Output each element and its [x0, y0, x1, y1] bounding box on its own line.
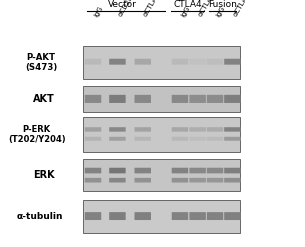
FancyBboxPatch shape: [109, 168, 126, 173]
FancyBboxPatch shape: [224, 178, 241, 183]
FancyBboxPatch shape: [85, 178, 101, 183]
FancyBboxPatch shape: [172, 59, 188, 65]
FancyBboxPatch shape: [135, 137, 151, 141]
FancyBboxPatch shape: [224, 95, 241, 103]
Text: IgG: IgG: [215, 5, 226, 18]
FancyBboxPatch shape: [109, 95, 126, 103]
FancyBboxPatch shape: [109, 127, 126, 132]
FancyBboxPatch shape: [207, 127, 223, 132]
FancyBboxPatch shape: [224, 59, 241, 65]
FancyBboxPatch shape: [85, 95, 101, 103]
FancyBboxPatch shape: [135, 95, 151, 103]
FancyBboxPatch shape: [109, 212, 126, 220]
FancyBboxPatch shape: [207, 59, 223, 65]
Text: P-ERK
(T202/Y204): P-ERK (T202/Y204): [8, 125, 65, 144]
FancyBboxPatch shape: [207, 137, 223, 141]
FancyBboxPatch shape: [109, 59, 126, 65]
Text: αCTLA4: αCTLA4: [198, 0, 216, 18]
Text: P-AKT
(S473): P-AKT (S473): [25, 53, 57, 72]
Text: IgG: IgG: [180, 5, 191, 18]
FancyBboxPatch shape: [135, 127, 151, 132]
FancyBboxPatch shape: [189, 178, 206, 183]
Bar: [83, 46, 240, 79]
Text: αCD28: αCD28: [117, 0, 135, 18]
FancyBboxPatch shape: [224, 168, 241, 173]
Text: AKT: AKT: [33, 94, 55, 104]
FancyBboxPatch shape: [189, 95, 206, 103]
Text: IgG: IgG: [93, 5, 104, 18]
FancyBboxPatch shape: [85, 137, 101, 141]
FancyBboxPatch shape: [85, 127, 101, 132]
FancyBboxPatch shape: [207, 212, 223, 220]
FancyBboxPatch shape: [224, 127, 241, 132]
FancyBboxPatch shape: [135, 168, 151, 173]
FancyBboxPatch shape: [189, 127, 206, 132]
FancyBboxPatch shape: [172, 212, 188, 220]
Text: CTLA4: CTLA4: [173, 0, 202, 9]
Text: Vector: Vector: [108, 0, 136, 9]
FancyBboxPatch shape: [172, 168, 188, 173]
FancyBboxPatch shape: [189, 168, 206, 173]
Bar: [83, 117, 240, 152]
Bar: [83, 159, 240, 191]
FancyBboxPatch shape: [189, 137, 206, 141]
FancyBboxPatch shape: [85, 59, 101, 65]
FancyBboxPatch shape: [172, 178, 188, 183]
Text: αCTLA4: αCTLA4: [143, 0, 161, 18]
FancyBboxPatch shape: [172, 127, 188, 132]
FancyBboxPatch shape: [172, 95, 188, 103]
FancyBboxPatch shape: [109, 178, 126, 183]
FancyBboxPatch shape: [109, 137, 126, 141]
Text: Fusion: Fusion: [208, 0, 237, 9]
FancyBboxPatch shape: [189, 212, 206, 220]
FancyBboxPatch shape: [85, 168, 101, 173]
FancyBboxPatch shape: [189, 59, 206, 65]
Text: αCTLA4: αCTLA4: [232, 0, 251, 18]
FancyBboxPatch shape: [135, 212, 151, 220]
FancyBboxPatch shape: [85, 212, 101, 220]
Bar: [83, 200, 240, 233]
FancyBboxPatch shape: [224, 212, 241, 220]
FancyBboxPatch shape: [135, 178, 151, 183]
Text: α-tubulin: α-tubulin: [16, 212, 63, 221]
FancyBboxPatch shape: [172, 137, 188, 141]
FancyBboxPatch shape: [224, 137, 241, 141]
Text: ERK: ERK: [34, 170, 55, 180]
FancyBboxPatch shape: [207, 178, 223, 183]
FancyBboxPatch shape: [135, 59, 151, 65]
FancyBboxPatch shape: [207, 95, 223, 103]
FancyBboxPatch shape: [207, 168, 223, 173]
Bar: [83, 86, 240, 112]
